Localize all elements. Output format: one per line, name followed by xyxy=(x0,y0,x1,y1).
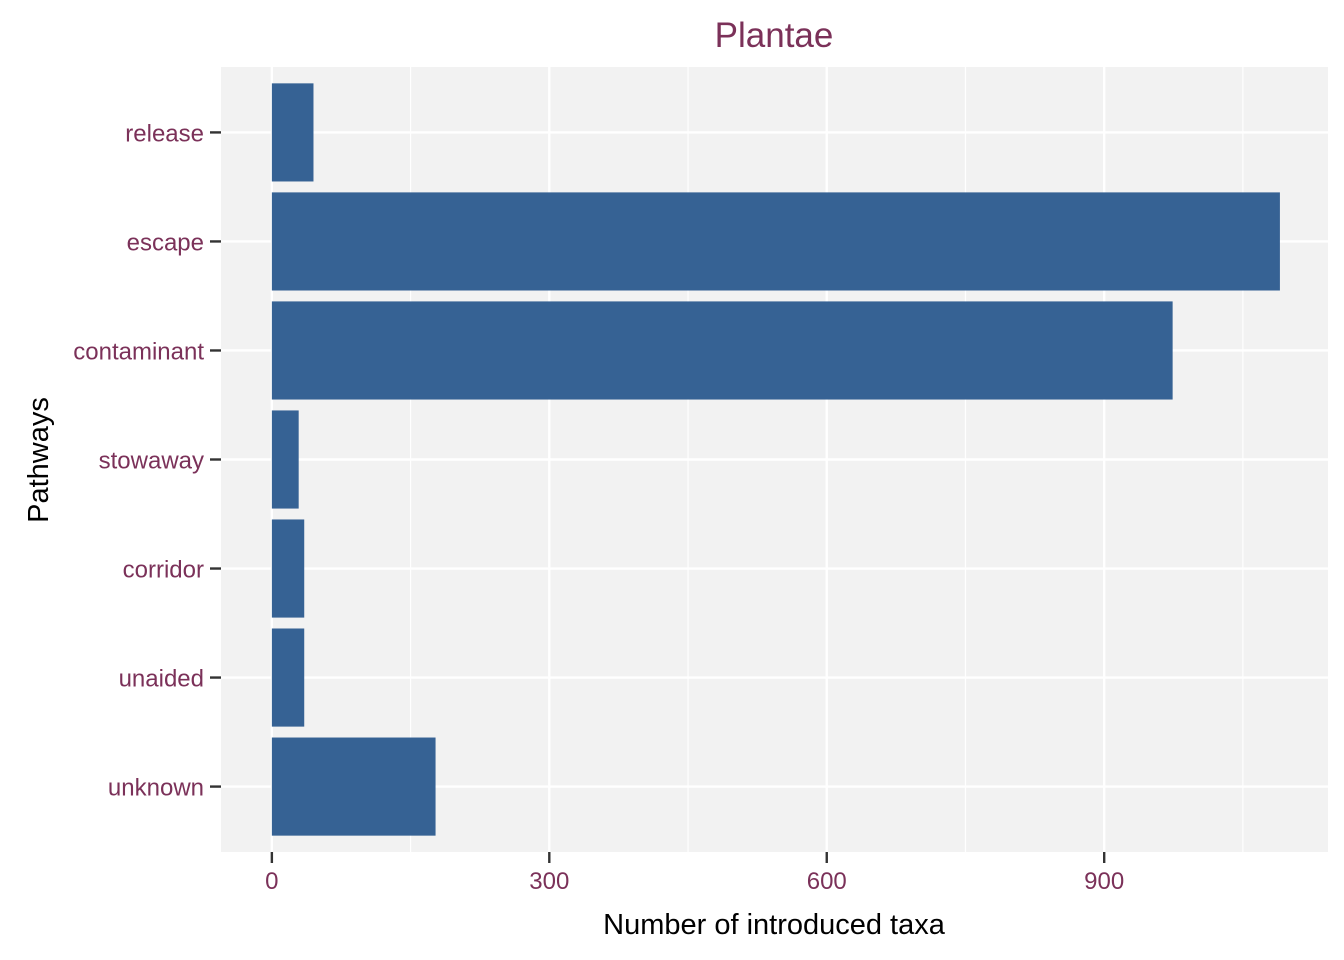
y-axis: release escape contaminant stowaway corridor… xyxy=(73,120,221,802)
y-tick-label: contaminant xyxy=(73,338,204,365)
y-tick-label: unknown xyxy=(108,775,204,802)
chart-title: Plantae xyxy=(715,16,834,55)
x-tick-label: 600 xyxy=(807,868,847,895)
y-tick-label: stowaway xyxy=(99,448,204,475)
x-tick-label: 300 xyxy=(529,868,569,895)
x-tick-label: 900 xyxy=(1084,868,1124,895)
y-tick-label: escape xyxy=(127,229,204,256)
y-axis-title: Pathways xyxy=(23,397,55,523)
bars xyxy=(271,83,1280,836)
x-tick-label: 0 xyxy=(265,868,278,895)
bar-stowaway xyxy=(271,410,299,509)
bar-corridor xyxy=(271,519,305,618)
bar-unaided xyxy=(271,628,305,727)
bar-escape xyxy=(271,192,1280,291)
y-tick-label: release xyxy=(125,120,204,147)
x-axis: 0 300 600 900 xyxy=(265,852,1124,895)
x-axis-title: Number of introduced taxa xyxy=(603,909,946,941)
y-tick-label: corridor xyxy=(123,557,204,584)
bar-contaminant xyxy=(271,301,1173,400)
bar-unknown xyxy=(271,737,436,836)
bar-release xyxy=(271,83,314,182)
y-tick-label: unaided xyxy=(119,666,204,693)
